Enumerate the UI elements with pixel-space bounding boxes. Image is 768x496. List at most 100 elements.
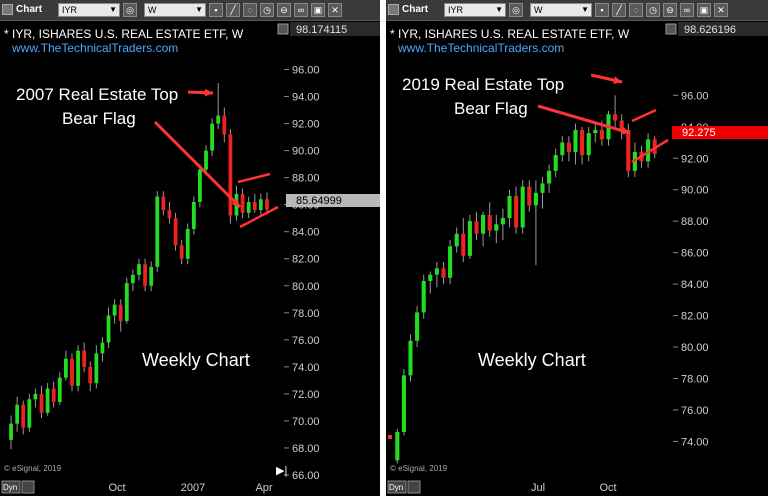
annotation-title: 2019 Real Estate Top	[402, 75, 564, 94]
candle-body	[33, 393, 38, 400]
candle-body	[210, 123, 215, 151]
y-tick-label: 92.00	[681, 153, 709, 165]
dyn-button-label: Dyn	[3, 483, 17, 492]
last-price-box	[286, 194, 380, 207]
interval-input[interactable]: W ▼	[530, 3, 592, 17]
annotation-arrow	[153, 120, 242, 209]
y-tick-label: 76.00	[292, 335, 320, 347]
chevron-down-icon[interactable]: ▼	[109, 5, 117, 14]
candle-body	[216, 115, 221, 124]
camera-icon[interactable]: ▣	[697, 3, 711, 17]
link-icon[interactable]: ∞	[294, 3, 308, 17]
candle-body	[401, 375, 406, 432]
symbol-input[interactable]: IYR ▼	[444, 3, 506, 17]
close-icon[interactable]: ✕	[714, 3, 728, 17]
panel-menu-icon[interactable]	[665, 23, 677, 35]
symbol-lookup-icon[interactable]: ◎	[123, 3, 137, 17]
candle-body	[63, 358, 68, 378]
grid-toggle-icon[interactable]	[407, 480, 421, 494]
candle-body	[118, 304, 123, 321]
candle-body	[265, 199, 269, 210]
y-tick-label: 68.00	[292, 443, 320, 455]
candle-body	[613, 114, 618, 121]
settings-icon[interactable]: ▪	[595, 3, 609, 17]
link-icon[interactable]: ∞	[680, 3, 694, 17]
candle-body	[448, 246, 453, 278]
flag-trendline	[239, 205, 279, 229]
y-tick-label: 96.00	[681, 90, 709, 102]
y-tick-label: 80.00	[292, 281, 320, 293]
candle-body	[15, 404, 20, 424]
candle-body	[258, 199, 263, 211]
chart-canvas[interactable]: * IYR, ISHARES U.S. REAL ESTATE ETF, W w…	[0, 0, 380, 496]
candle-body	[500, 218, 505, 225]
website-text: www.TheTechnicalTraders.com	[397, 41, 564, 55]
chart-window-2007: Chart IYR ▼ ◎ W ▼ ▪ ╱ ◌ ◷ ⊖ ∞ ▣ ✕ * IYR, I…	[0, 0, 380, 496]
scroll-end-icon[interactable]: ▶|	[276, 465, 287, 477]
arrowhead-icon	[613, 76, 622, 85]
candle-body	[94, 353, 99, 384]
candle-body	[467, 221, 472, 256]
candle-body	[70, 358, 74, 386]
chart-menu-label[interactable]: Chart	[388, 3, 428, 17]
chevron-down-icon[interactable]: ▼	[581, 5, 589, 14]
candle-body	[514, 196, 519, 228]
candle-body	[461, 233, 466, 256]
candle-body	[560, 142, 565, 156]
candle-body	[228, 134, 233, 216]
top-price-label: 98.626196	[684, 24, 736, 36]
zoom-icon[interactable]: ⊖	[663, 3, 677, 17]
chart-canvas[interactable]: * IYR, ISHARES U.S. REAL ESTATE ETF, W w…	[386, 0, 768, 496]
candle-body	[547, 170, 552, 184]
settings-icon[interactable]: ▪	[209, 3, 223, 17]
x-tick-label: Apr	[255, 482, 272, 494]
chevron-down-icon[interactable]: ▼	[495, 5, 503, 14]
camera-icon[interactable]: ▣	[311, 3, 325, 17]
zoom-icon[interactable]: ⊖	[277, 3, 291, 17]
dyn-button[interactable]	[387, 480, 407, 494]
chart-label-text: Chart	[16, 4, 43, 15]
symbol-lookup-icon[interactable]: ◎	[509, 3, 523, 17]
chevron-down-icon[interactable]: ▼	[195, 5, 203, 14]
candle-body	[566, 142, 571, 152]
candle-body	[553, 155, 558, 171]
annotation-title: 2007 Real Estate Top	[16, 85, 178, 104]
chart-menu-label[interactable]: Chart	[2, 3, 42, 17]
y-tick-label: 78.00	[292, 308, 320, 320]
y-tick-label: 82.00	[681, 311, 709, 323]
y-tick-label: 90.00	[292, 146, 320, 158]
panel-menu-icon[interactable]	[277, 23, 289, 35]
candle-body	[246, 201, 251, 213]
candle-body	[45, 388, 50, 413]
candle-body	[9, 423, 13, 440]
clock-icon[interactable]: ◷	[260, 3, 274, 17]
interval-value: W	[148, 5, 157, 15]
clock-icon[interactable]: ◷	[646, 3, 660, 17]
chart-caption: Weekly Chart	[478, 350, 586, 370]
y-tick-label: 88.00	[681, 216, 709, 228]
cursor-icon[interactable]: ◌	[629, 3, 643, 17]
candle-body	[143, 264, 147, 286]
close-icon[interactable]: ✕	[328, 3, 342, 17]
copyright-text: © eSignal, 2019	[4, 464, 62, 473]
last-price-label: 85.64999	[296, 195, 342, 207]
candle-body	[191, 201, 196, 230]
last-price-label: 92.275	[682, 127, 716, 139]
dyn-button[interactable]	[1, 480, 21, 494]
grid-toggle-icon[interactable]	[21, 480, 35, 494]
cursor-icon[interactable]: ◌	[243, 3, 257, 17]
x-tick-label: Oct	[108, 482, 125, 494]
candle-body	[408, 340, 413, 376]
candle-body	[57, 377, 62, 403]
draw-tool-icon[interactable]: ╱	[612, 3, 626, 17]
candle-body	[474, 221, 479, 234]
candle-body	[222, 115, 227, 135]
interval-input[interactable]: W ▼	[144, 3, 206, 17]
arrowhead-icon	[621, 126, 630, 135]
symbol-value: IYR	[448, 5, 464, 15]
draw-tool-icon[interactable]: ╱	[226, 3, 240, 17]
y-tick-label: 84.00	[292, 227, 320, 239]
candle-body	[204, 150, 208, 170]
candle-body	[626, 129, 631, 171]
symbol-input[interactable]: IYR ▼	[58, 3, 120, 17]
